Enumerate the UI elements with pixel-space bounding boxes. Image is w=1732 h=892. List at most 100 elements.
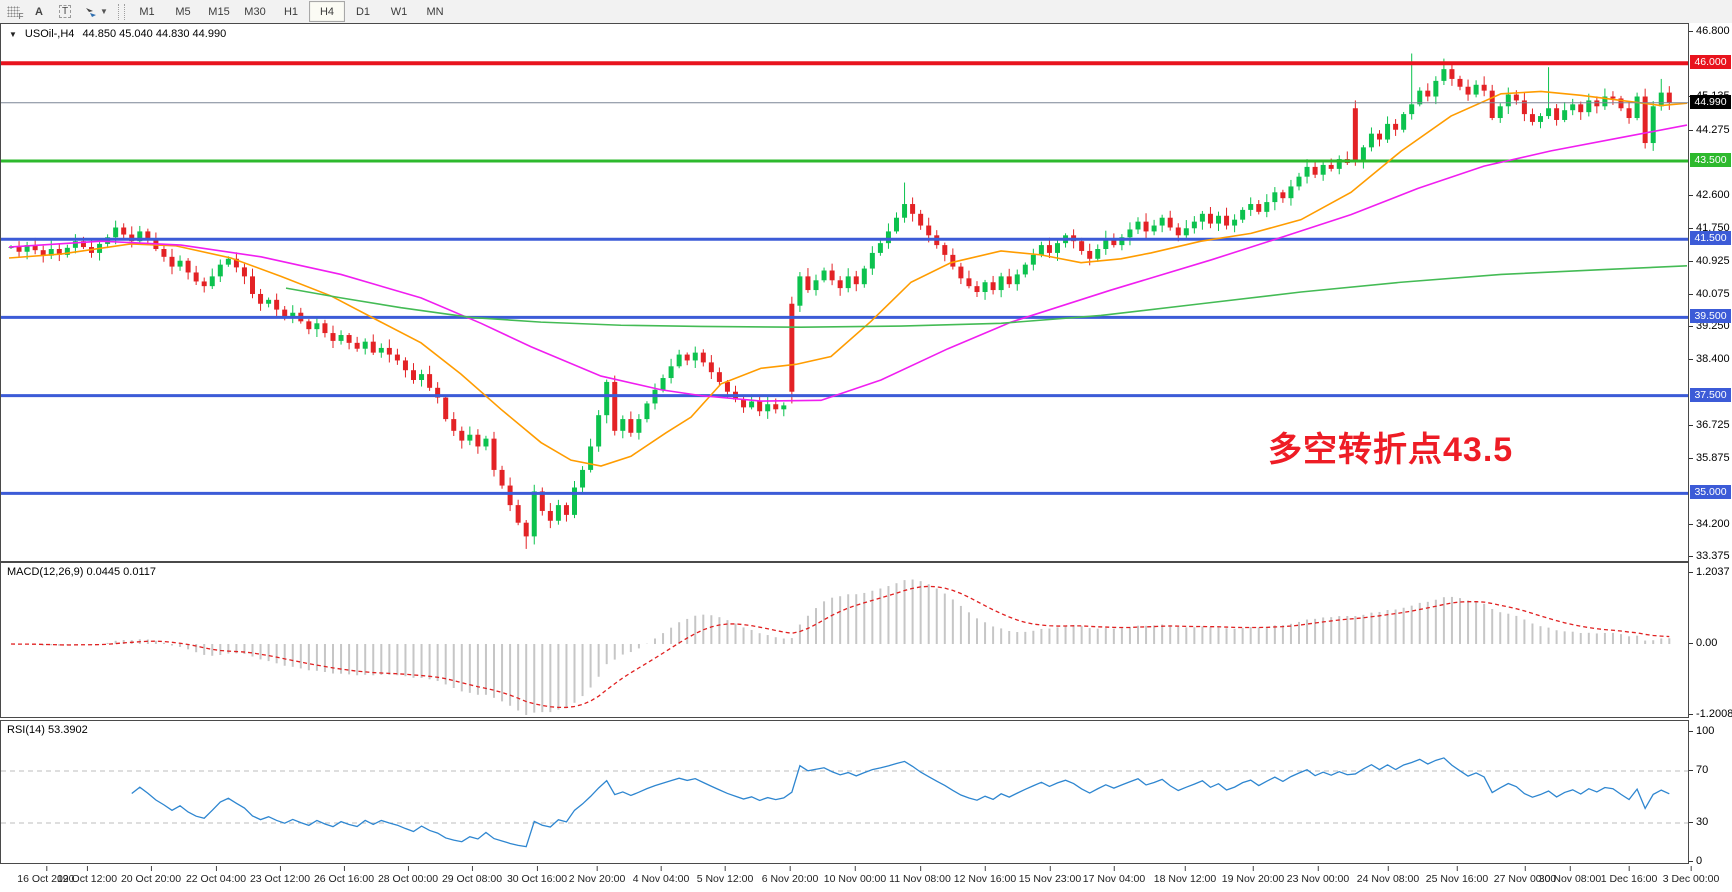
candlestick-chart[interactable] <box>1 24 1688 561</box>
price-tick-label: 40.075 <box>1689 288 1732 301</box>
time-axis-label: 5 Nov 12:00 <box>696 866 754 885</box>
time-axis-label: 20 Oct 20:00 <box>120 866 182 885</box>
tf-button-w1[interactable]: W1 <box>390 5 408 18</box>
chevron-down-icon: ▼ <box>100 7 108 16</box>
rsi-pane: RSI(14) 53.3902 100 70 30 0 <box>0 720 1732 867</box>
ohlc-values: 44.850 45.040 44.830 44.990 <box>82 28 227 40</box>
tf-button-m15[interactable]: M15 <box>208 5 230 18</box>
price-level-badge: 46.000 <box>1690 55 1731 70</box>
macd-chart[interactable] <box>1 563 1688 717</box>
ma-fast-line <box>8 90 1688 467</box>
ma-slow-line <box>285 265 1688 329</box>
time-axis-label: 10 Nov 00:00 <box>823 866 887 885</box>
tf-button-m30[interactable]: M30 <box>244 5 266 18</box>
time-axis-label: 24 Nov 08:00 <box>1356 866 1420 885</box>
letter-a-icon: A <box>35 5 43 18</box>
price-tick-label: 40.925 <box>1689 255 1732 268</box>
time-axis-label: 18 Nov 12:00 <box>1153 866 1217 885</box>
time-axis-label: 30 Oct 16:00 <box>506 866 568 885</box>
price-level-badge: 39.500 <box>1690 309 1731 324</box>
horizontal-level-lines[interactable] <box>1 61 1688 495</box>
time-axis-label: 17 Nov 04:00 <box>1082 866 1146 885</box>
time-axis-label: 11 Nov 08:00 <box>889 866 951 885</box>
time-axis-label: 2 Nov 20:00 <box>568 866 626 885</box>
time-axis-label: 29 Oct 08:00 <box>441 866 503 885</box>
price-level-badge: 37.500 <box>1690 387 1731 402</box>
arrow-tool-icon[interactable]: A <box>27 2 51 21</box>
time-axis[interactable]: 16 Oct 2020 19 Oct 12:00 20 Oct 20:00 22 Oc… <box>0 866 1719 892</box>
tf-button-m5[interactable]: M5 <box>175 5 191 18</box>
time-axis-label: 19 Nov 20:00 <box>1221 866 1285 885</box>
tf-button-m1[interactable]: M1 <box>139 5 155 18</box>
time-axis-label: 26 Oct 16:00 <box>313 866 375 885</box>
letter-t-icon: T <box>58 5 72 18</box>
price-tick-label: 42.600 <box>1689 189 1732 202</box>
rsi-tick-label: 100 <box>1689 725 1732 738</box>
macd-label: MACD(12,26,9) 0.0445 0.0117 <box>7 566 157 578</box>
time-axis-label: 1 Dec 16:00 <box>1600 866 1658 885</box>
rsi-plot-area[interactable]: RSI(14) 53.3902 <box>0 720 1689 864</box>
arrows-style-tool[interactable]: ▼ <box>79 2 113 21</box>
price-tick-label: 38.400 <box>1689 353 1732 366</box>
toolbar-grip[interactable] <box>118 3 125 20</box>
chart-title: ▼ USOil-,H4 44.850 45.040 44.830 44.990 <box>9 28 226 40</box>
rsi-axis[interactable]: 100 70 30 0 <box>1689 720 1732 867</box>
grid-icon: F <box>6 6 24 21</box>
time-axis-label: 28 Oct 00:00 <box>377 866 439 885</box>
chart-text-annotation[interactable]: 多空转折点43.5 <box>1268 431 1514 469</box>
time-axis-label: 27 Nov 00:00 <box>1493 866 1557 885</box>
time-axis-label: 4 Nov 04:00 <box>632 866 690 885</box>
grid-f-label: F <box>18 12 24 21</box>
macd-plot-area[interactable]: MACD(12,26,9) 0.0445 0.0117 <box>0 562 1689 718</box>
macd-axis[interactable]: 1.2037 0.00 -1.2008 <box>1689 562 1732 721</box>
macd-histogram <box>18 579 1671 715</box>
timeframe-bar: M1 M5 M15 M30 H1 H4 D1 W1 MN <box>129 1 453 22</box>
time-axis-label: 25 Nov 16:00 <box>1425 866 1489 885</box>
price-tick-label: 33.375 <box>1689 550 1732 563</box>
macd-tick-label: 1.2037 <box>1689 566 1732 579</box>
price-tick-label: 44.275 <box>1689 124 1732 137</box>
time-axis-label: 3 Dec 00:00 <box>1662 866 1720 885</box>
price-level-badge: 35.000 <box>1690 485 1731 500</box>
tf-button-h4[interactable]: H4 <box>309 1 345 22</box>
time-axis-label: 22 Oct 04:00 <box>185 866 247 885</box>
cursor-arrows-icon <box>86 7 97 17</box>
ma-mid-line <box>8 124 1688 402</box>
rsi-tick-label: 70 <box>1689 764 1732 777</box>
time-axis-label: 12 Nov 16:00 <box>953 866 1017 885</box>
price-tick-label: 35.875 <box>1689 452 1732 465</box>
rsi-chart[interactable] <box>1 721 1688 863</box>
price-tick-label: 36.725 <box>1689 419 1732 432</box>
candles <box>8 53 1672 549</box>
macd-pane: MACD(12,26,9) 0.0445 0.0117 1.2037 0.00 -1… <box>0 562 1732 721</box>
chart-toolbar: F A T ▼ M1 M5 M15 M30 H1 H4 D1 W1 MN <box>0 0 1732 24</box>
text-tool-icon[interactable]: T <box>53 2 77 21</box>
time-axis-label: 15 Nov 23:00 <box>1018 866 1082 885</box>
tf-button-h1[interactable]: H1 <box>283 5 299 18</box>
price-level-badge: 43.500 <box>1690 153 1731 168</box>
time-axis-label: 16 Oct 2020 <box>17 866 75 885</box>
price-tick-label: 46.800 <box>1689 25 1732 38</box>
symbol-dropdown-icon[interactable]: ▼ <box>9 29 17 39</box>
price-axis[interactable]: 46.80045.13544.27542.60041.75040.92540.0… <box>1689 23 1732 562</box>
price-tick-label: 34.200 <box>1689 518 1732 531</box>
macd-tick-label: 0.00 <box>1689 637 1732 650</box>
rsi-label: RSI(14) 53.3902 <box>7 724 88 736</box>
macd-signal-line <box>10 585 1670 709</box>
snap-grid-tool-icon[interactable]: F <box>1 2 25 21</box>
price-plot-area[interactable]: ▼ USOil-,H4 44.850 45.040 44.830 44.990 <box>0 23 1689 562</box>
price-level-badge: 44.990 <box>1690 94 1731 109</box>
main-price-pane: ▼ USOil-,H4 44.850 45.040 44.830 44.990 … <box>0 23 1732 562</box>
tf-button-mn[interactable]: MN <box>426 5 444 18</box>
rsi-line <box>131 757 1670 848</box>
rsi-tick-label: 30 <box>1689 816 1732 829</box>
rsi-tick-label: 0 <box>1689 855 1732 868</box>
time-axis-label: 19 Oct 12:00 <box>56 866 118 885</box>
time-axis-label: 23 Nov 00:00 <box>1286 866 1350 885</box>
time-axis-label: 30 Nov 08:00 <box>1538 866 1602 885</box>
macd-tick-label: -1.2008 <box>1689 708 1732 721</box>
price-level-badge: 41.500 <box>1690 231 1731 246</box>
tf-button-d1[interactable]: D1 <box>355 5 371 18</box>
time-axis-label: 23 Oct 12:00 <box>249 866 311 885</box>
